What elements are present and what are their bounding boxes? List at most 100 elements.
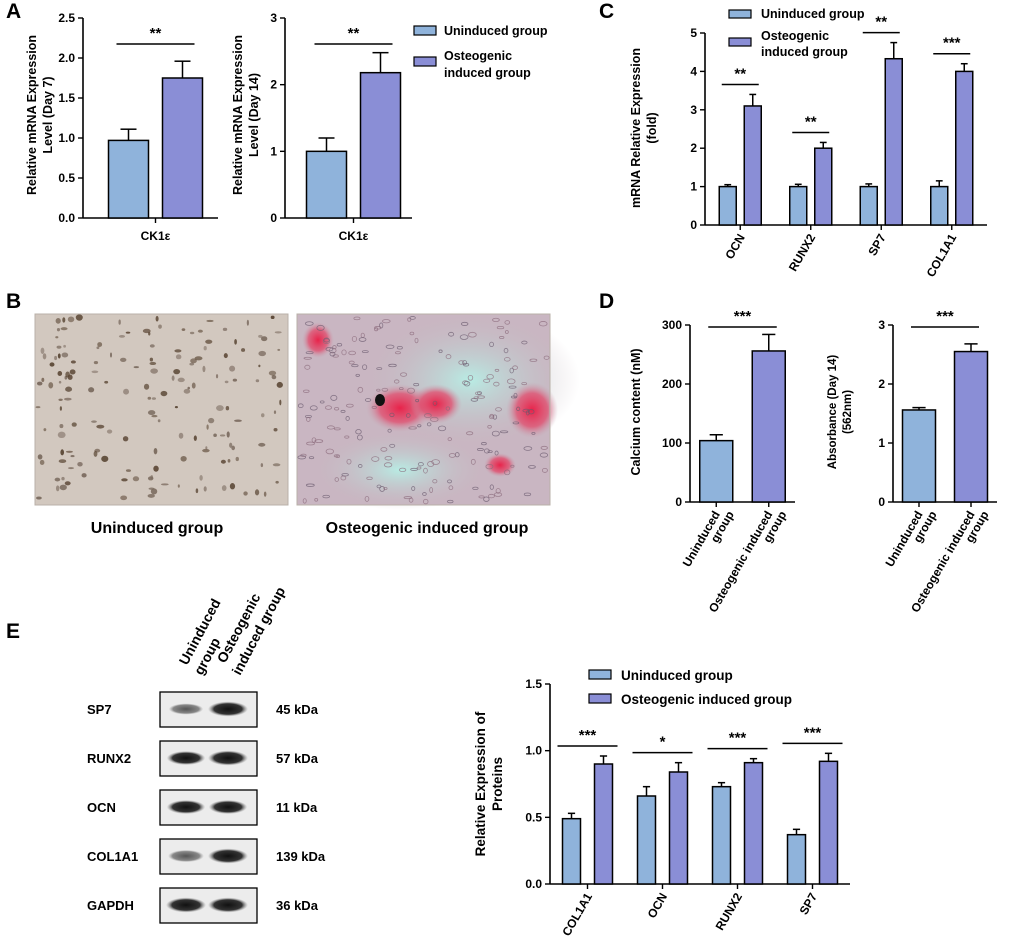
- cell: [57, 431, 66, 438]
- cell: [54, 355, 58, 361]
- cell: [273, 427, 278, 432]
- micrograph-red-deposit-4: [484, 453, 516, 477]
- cell: [71, 422, 77, 427]
- blot-weight-label: 11 kDa: [276, 800, 318, 815]
- blot-band: [166, 800, 206, 814]
- cell: [358, 464, 363, 468]
- cell: [381, 387, 389, 392]
- c-significance-label: **: [734, 65, 746, 82]
- cell: [488, 414, 495, 420]
- cell: [150, 475, 154, 480]
- cell: [398, 467, 407, 473]
- cell: [426, 422, 432, 427]
- cell: [160, 483, 169, 486]
- cell: [470, 458, 476, 465]
- chart-a-day14: 0 1 2 3 CK1ε **: [270, 11, 412, 243]
- blot-weight-label: 57 kDa: [276, 751, 319, 766]
- cell: [383, 462, 393, 468]
- cell: [206, 319, 214, 323]
- cell: [243, 491, 248, 496]
- blot-band: [208, 750, 248, 766]
- cell: [487, 424, 492, 429]
- cell: [229, 483, 236, 490]
- panel-label-e: E: [6, 620, 20, 643]
- cell: [437, 425, 447, 432]
- A-left-ytick-label: 1.5: [58, 91, 75, 105]
- cell: [512, 421, 520, 425]
- legend-e-label-uninduced: Uninduced group: [621, 668, 733, 683]
- c-ytick-label: 5: [690, 26, 697, 40]
- cell: [221, 485, 227, 491]
- cell: [123, 388, 130, 395]
- cell: [458, 360, 465, 365]
- D-left-group-1-bar: [699, 439, 734, 503]
- c-category-label: RUNX2: [786, 231, 819, 274]
- cell: [504, 469, 511, 476]
- cell: [355, 429, 362, 435]
- cell: [64, 481, 71, 486]
- micrograph-uninduced-background: [35, 314, 288, 505]
- cell: [325, 448, 334, 455]
- D-left-ytick-label: 100: [662, 436, 682, 450]
- blot-band: [208, 848, 248, 864]
- cell: [255, 379, 260, 383]
- cell: [445, 354, 452, 360]
- cell: [222, 327, 228, 331]
- cell: [410, 467, 418, 471]
- cell: [509, 367, 514, 374]
- cell: [61, 476, 65, 481]
- cell: [260, 463, 264, 468]
- cell: [59, 484, 67, 491]
- cell: [314, 439, 324, 444]
- cell: [485, 463, 494, 470]
- cell: [529, 358, 538, 362]
- c-uninduced-bar: [789, 185, 808, 226]
- cell: [191, 382, 196, 389]
- cell: [297, 403, 304, 409]
- cell: [384, 456, 393, 461]
- panel-label-b: B: [6, 290, 21, 313]
- cell: [109, 352, 113, 358]
- cell: [459, 334, 469, 340]
- cell: [496, 326, 505, 330]
- cell: [492, 317, 500, 322]
- A-right-ytick-label: 3: [270, 11, 277, 25]
- legend-c-swatch-uninduced: [728, 9, 752, 19]
- cell: [499, 430, 509, 434]
- cell: [56, 327, 61, 332]
- cell: [227, 458, 231, 463]
- cell: [58, 380, 62, 384]
- cell: [70, 455, 75, 458]
- c-induced-bar: [743, 105, 762, 226]
- cell: [202, 365, 206, 373]
- cell: [59, 423, 64, 429]
- cell: [523, 492, 532, 497]
- micrograph-cyan-area-2: [310, 430, 490, 510]
- cell: [65, 386, 73, 392]
- cell: [346, 458, 352, 465]
- legend-c-label-osteogenic-1: Osteogenic: [761, 29, 829, 43]
- cell: [193, 435, 197, 441]
- cell: [306, 417, 311, 422]
- cell: [491, 430, 500, 437]
- cell: [258, 334, 263, 338]
- cell: [362, 364, 368, 371]
- blot-protein-label: COL1A1: [87, 849, 138, 864]
- cell: [91, 420, 97, 423]
- cell: [273, 410, 277, 415]
- c-uninduced-bar: [930, 185, 949, 226]
- cell: [540, 445, 548, 450]
- cell: [48, 382, 54, 389]
- cell: [460, 321, 469, 326]
- c-category-label: SP7: [865, 231, 889, 258]
- cell: [229, 442, 233, 448]
- cell: [389, 443, 396, 448]
- cell: [499, 336, 505, 340]
- cell: [303, 356, 312, 360]
- cell: [35, 406, 41, 409]
- micrograph-dark-spot: [375, 394, 385, 406]
- cell: [43, 428, 47, 432]
- cell: [125, 469, 131, 472]
- e-significance-label: ***: [729, 730, 747, 747]
- cell: [531, 431, 536, 435]
